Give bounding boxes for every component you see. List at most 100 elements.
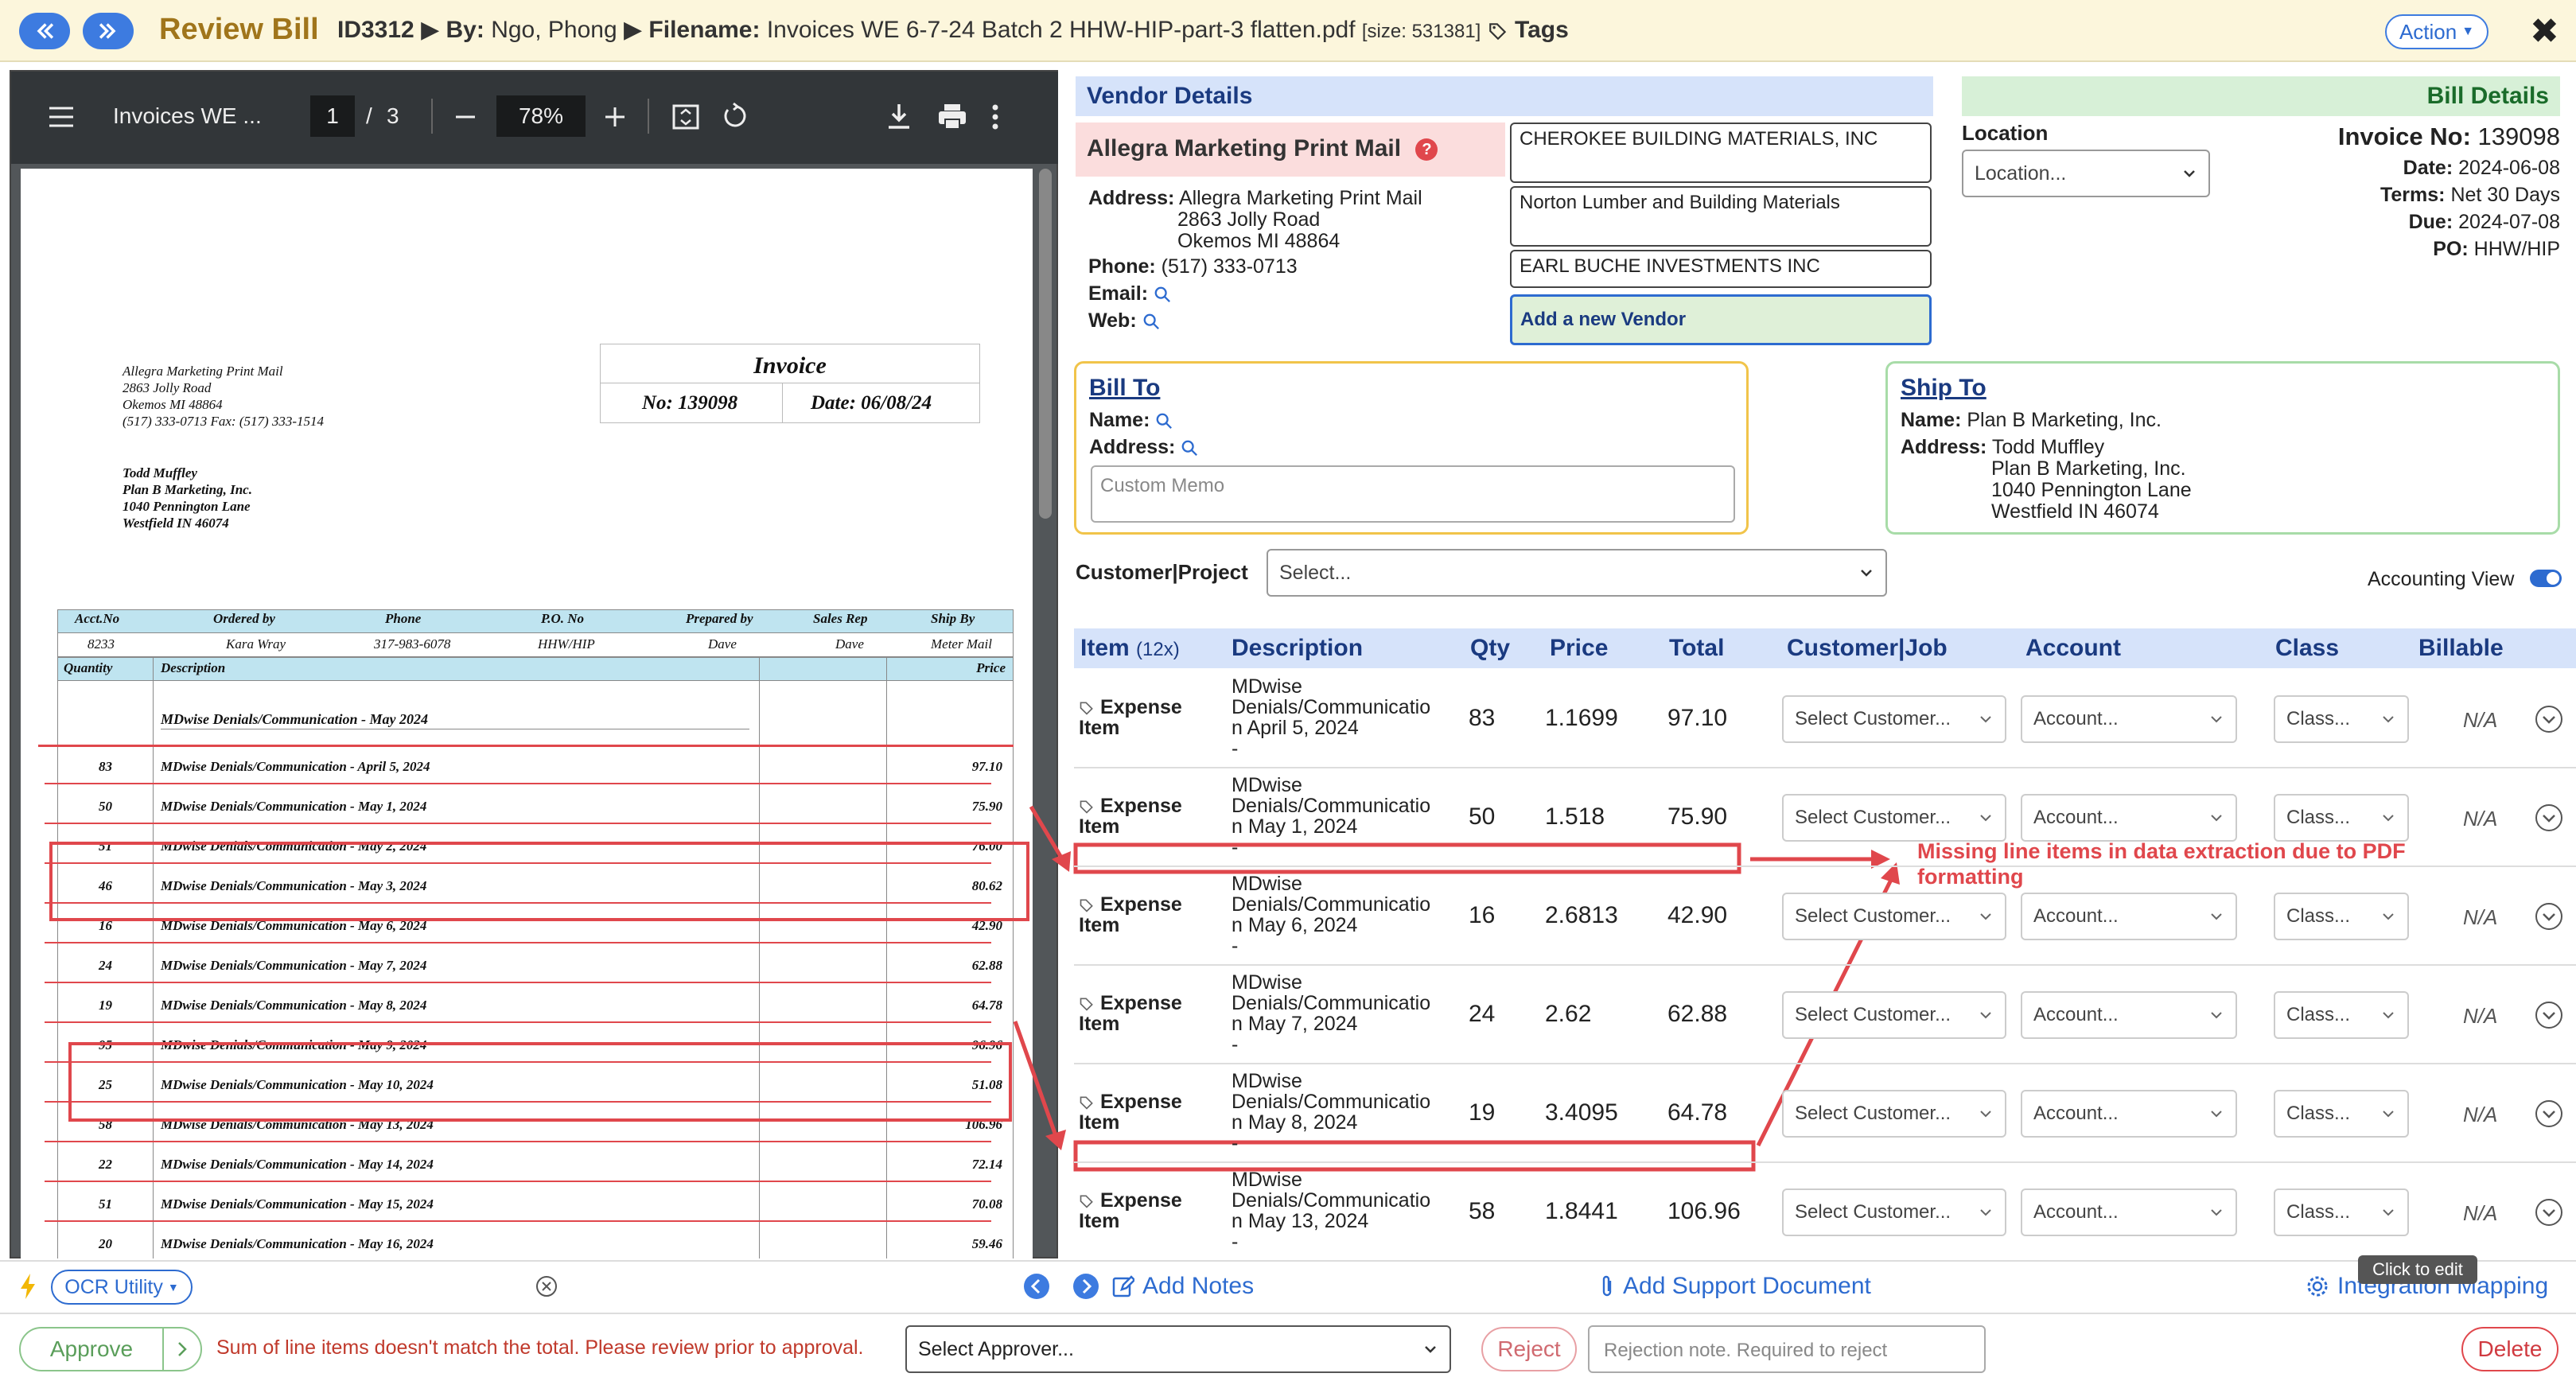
rejection-note-input[interactable]: Rejection note. Required to reject <box>1588 1325 1986 1373</box>
next-bill-button[interactable] <box>83 13 134 49</box>
close-icon[interactable]: ✖ <box>2530 12 2559 51</box>
zoom-out-icon[interactable] <box>453 107 477 127</box>
item-total[interactable]: 64.78 <box>1667 1099 1728 1126</box>
customer-job-select[interactable]: Select Customer... <box>1782 1090 2006 1138</box>
expand-row-icon[interactable] <box>2535 803 2563 832</box>
accounting-view-toggle[interactable] <box>2530 570 2562 587</box>
class-select[interactable]: Class... <box>2274 1090 2409 1138</box>
table-row[interactable]: Expense Item MDwise Denials/Communicatio n A… <box>1074 670 2576 768</box>
item-price[interactable]: 2.6813 <box>1545 902 1618 928</box>
item-total[interactable]: 97.10 <box>1667 705 1728 731</box>
approve-button[interactable]: Approve <box>19 1327 202 1371</box>
item-qty[interactable]: 83 <box>1469 705 1496 731</box>
item-price[interactable]: 1.1699 <box>1545 705 1618 731</box>
chevron-down-icon <box>1861 570 1872 577</box>
account-select[interactable]: Account... <box>2021 893 2237 940</box>
item-qty[interactable]: 58 <box>1469 1198 1496 1224</box>
item-price[interactable]: 2.62 <box>1545 1001 1592 1027</box>
item-total[interactable]: 75.90 <box>1667 803 1728 830</box>
ocr-utility-button[interactable]: OCR Utility ▼ <box>51 1270 193 1305</box>
table-row[interactable]: Expense Item MDwise Denials/Communicatio n M… <box>1074 1163 2576 1262</box>
item-total[interactable]: 62.88 <box>1667 1001 1728 1027</box>
action-dropdown-button[interactable]: Action ▼ <box>2385 14 2488 49</box>
customer-job-select[interactable]: Select Customer... <box>1782 991 2006 1039</box>
download-icon[interactable] <box>886 102 912 130</box>
rotate-icon[interactable] <box>721 102 749 130</box>
menu-icon[interactable] <box>48 105 75 129</box>
account-select[interactable]: Account... <box>2021 991 2237 1039</box>
ship-to-title[interactable]: Ship To <box>1901 375 1986 401</box>
account-select[interactable]: Account... <box>2021 794 2237 842</box>
customer-job-select[interactable]: Select Customer... <box>1782 695 2006 743</box>
help-icon[interactable]: ? <box>1415 138 1438 161</box>
vendor-option[interactable]: EARL BUCHE INVESTMENTS INC <box>1510 250 1932 288</box>
reject-button[interactable]: Reject <box>1481 1327 1577 1371</box>
vendor-option[interactable]: Norton Lumber and Building Materials <box>1510 186 1932 247</box>
expand-row-icon[interactable] <box>2535 902 2563 931</box>
class-select[interactable]: Class... <box>2274 695 2409 743</box>
page-number-input[interactable]: 1 <box>310 95 355 137</box>
pdf-sender-address: Allegra Marketing Print Mail 2863 Jolly … <box>123 363 324 430</box>
location-select[interactable]: Location... <box>1962 150 2210 197</box>
table-row[interactable]: Expense Item MDwise Denials/Communicatio n M… <box>1074 966 2576 1064</box>
customer-project-select[interactable]: Select... <box>1267 549 1887 597</box>
class-select[interactable]: Class... <box>2274 893 2409 940</box>
arrow-right-circle-icon[interactable] <box>1072 1273 1099 1300</box>
search-icon[interactable] <box>1155 412 1173 430</box>
more-options-icon[interactable] <box>991 103 999 130</box>
table-row[interactable]: Expense Item MDwise Denials/Communicatio n M… <box>1074 867 2576 966</box>
custom-memo-field[interactable]: Custom Memo <box>1091 465 1735 523</box>
billable-value: N/A <box>2463 1103 2498 1126</box>
item-qty[interactable]: 24 <box>1469 1001 1496 1027</box>
item-qty[interactable]: 50 <box>1469 803 1496 830</box>
add-support-document-link[interactable]: Add Support Document <box>1599 1273 1871 1300</box>
customer-job-select[interactable]: Select Customer... <box>1782 893 2006 940</box>
expand-row-icon[interactable] <box>2535 1099 2563 1128</box>
account-select[interactable]: Account... <box>2021 1188 2237 1236</box>
clear-icon[interactable] <box>535 1274 558 1298</box>
item-description-line: Denials/Communicatio <box>1232 1189 1431 1212</box>
search-icon[interactable] <box>1154 286 1171 303</box>
print-icon[interactable] <box>937 102 967 130</box>
item-type-line: Item <box>1079 815 1120 838</box>
item-qty[interactable]: 16 <box>1469 902 1496 928</box>
item-price[interactable]: 3.4095 <box>1545 1099 1618 1126</box>
add-notes-link[interactable]: Add Notes <box>1112 1273 1254 1300</box>
customer-job-select[interactable]: Select Customer... <box>1782 794 2006 842</box>
vendor-option[interactable]: CHEROKEE BUILDING MATERIALS, INC <box>1510 123 1932 183</box>
account-select[interactable]: Account... <box>2021 1090 2237 1138</box>
approve-dropdown[interactable] <box>162 1328 200 1370</box>
search-icon[interactable] <box>1181 439 1198 457</box>
add-vendor-option[interactable]: Add a new Vendor <box>1510 294 1932 345</box>
item-price[interactable]: 1.518 <box>1545 803 1605 830</box>
delete-button[interactable]: Delete <box>2461 1327 2558 1371</box>
item-total[interactable]: 106.96 <box>1667 1198 1741 1224</box>
table-row[interactable]: Expense Item MDwise Denials/Communicatio n M… <box>1074 768 2576 867</box>
item-price[interactable]: 1.8441 <box>1545 1198 1618 1224</box>
pdf-scrollbar[interactable] <box>1039 169 1052 519</box>
expand-row-icon[interactable] <box>2535 705 2563 733</box>
account-select[interactable]: Account... <box>2021 695 2237 743</box>
pdf-col-ordered: Ordered by <box>213 611 275 626</box>
chevron-down-icon <box>1980 1209 1991 1216</box>
expand-row-icon[interactable] <box>2535 1198 2563 1227</box>
expand-row-icon[interactable] <box>2535 1001 2563 1029</box>
arrow-left-circle-icon[interactable] <box>1023 1273 1050 1300</box>
fit-page-icon[interactable] <box>671 103 700 130</box>
pdf-val-acct: 8233 <box>88 636 115 652</box>
class-select[interactable]: Class... <box>2274 991 2409 1039</box>
customer-job-select[interactable]: Select Customer... <box>1782 1188 2006 1236</box>
class-select[interactable]: Class... <box>2274 794 2409 842</box>
bill-to-title[interactable]: Bill To <box>1089 375 1161 401</box>
pdf-line-description: MDwise Denials/Communication - May 10, 2… <box>161 1077 434 1092</box>
approver-select[interactable]: Select Approver... <box>905 1325 1451 1373</box>
search-icon[interactable] <box>1142 313 1160 330</box>
tags-button[interactable]: Tags <box>1515 17 1569 43</box>
item-total[interactable]: 42.90 <box>1667 902 1728 928</box>
class-select[interactable]: Class... <box>2274 1188 2409 1236</box>
table-row[interactable]: Expense Item MDwise Denials/Communicatio n M… <box>1074 1064 2576 1163</box>
zoom-level[interactable]: 78% <box>496 95 586 137</box>
item-qty[interactable]: 19 <box>1469 1099 1496 1126</box>
zoom-in-icon[interactable] <box>603 105 627 129</box>
previous-bill-button[interactable] <box>19 13 70 49</box>
